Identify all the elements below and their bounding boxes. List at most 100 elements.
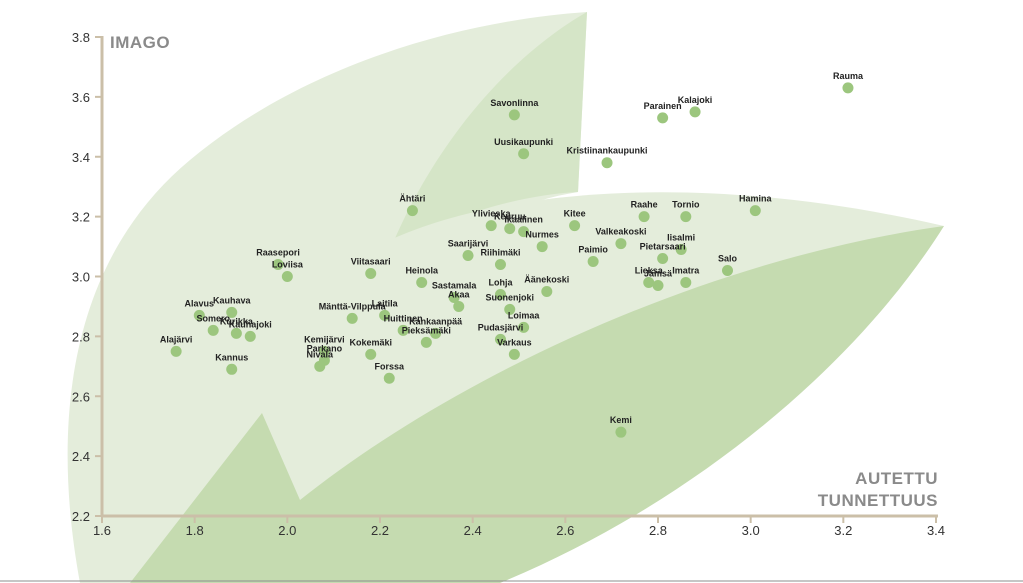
data-point-label: Tornio xyxy=(672,200,700,210)
y-tick-label: 3.8 xyxy=(72,30,90,45)
data-point-label: Kemijärvi xyxy=(304,334,345,344)
data-point xyxy=(462,250,474,262)
data-point-label: Lohja xyxy=(488,277,513,287)
data-point-label: Akaa xyxy=(448,289,471,299)
y-tick-label: 3.4 xyxy=(72,150,90,165)
data-point-label: Forssa xyxy=(375,361,406,371)
data-point-label: Varkaus xyxy=(497,337,532,347)
data-point xyxy=(485,220,497,232)
data-point-label: Kurikka xyxy=(220,316,254,326)
x-axis-ticks: 1.6 1.8 2.0 2.2 2.4 2.6 2.8 3.0 3.2 3.4 xyxy=(93,516,945,538)
data-point-label: Sastamala xyxy=(432,280,478,290)
data-point-label: Ähtäri xyxy=(399,194,425,204)
data-point-label: Imatra xyxy=(672,265,700,275)
data-point xyxy=(448,291,460,303)
data-point xyxy=(281,271,293,282)
x-tick-label: 3.4 xyxy=(927,523,945,538)
y-tick-label: 3.0 xyxy=(72,270,90,285)
data-point-label: Mänttä-Vilppula xyxy=(319,301,387,311)
data-point-label: Kokemäki xyxy=(349,337,392,347)
data-point-label: Hamina xyxy=(739,194,773,204)
data-point-label: Äänekoski xyxy=(524,274,569,284)
data-point-label: Saarijärvi xyxy=(448,239,489,249)
data-point xyxy=(170,345,182,357)
data-point xyxy=(420,336,432,348)
data-point-label: Viitasaari xyxy=(351,257,391,267)
data-point xyxy=(226,306,238,318)
data-point-label: Suonenjoki xyxy=(485,292,534,302)
data-point xyxy=(541,285,553,297)
data-point-label: Keuruu xyxy=(494,212,526,222)
data-point-label: Somero xyxy=(196,313,230,323)
data-point-label: Ikaalinen xyxy=(504,215,543,225)
data-point xyxy=(587,256,599,268)
data-point-label: Kauhajoki xyxy=(229,319,272,329)
y-axis-title: IMAGO xyxy=(110,33,170,52)
data-point-label: Kannus xyxy=(215,352,248,362)
x-tick-label: 1.6 xyxy=(93,523,111,538)
data-point-label: Salo xyxy=(718,254,738,264)
data-point xyxy=(430,327,442,339)
data-point xyxy=(504,303,516,315)
x-axis-title-line-1: AUTETTU xyxy=(855,469,938,488)
data-point xyxy=(230,327,242,339)
data-point-label: Kristiinankaupunki xyxy=(567,146,648,156)
data-point xyxy=(397,324,409,336)
data-point xyxy=(504,223,516,235)
data-point xyxy=(508,348,520,360)
data-point xyxy=(193,309,205,321)
data-point xyxy=(652,279,664,291)
data-point xyxy=(226,363,238,375)
data-point-label: Loimaa xyxy=(508,310,541,320)
data-point-label: Lieksa xyxy=(635,265,664,275)
data-point xyxy=(365,348,377,360)
data-point-label: Ylivieska xyxy=(472,209,512,219)
data-point xyxy=(722,265,733,277)
y-tick-label: 2.8 xyxy=(72,329,90,344)
data-point xyxy=(314,360,326,372)
data-point xyxy=(365,268,377,280)
data-point xyxy=(406,205,418,217)
data-point-label: Jämsä xyxy=(644,268,673,278)
data-point-label: Pudasjärvi xyxy=(478,322,524,332)
data-point-label: Alavus xyxy=(185,298,215,308)
data-point-label: Paimio xyxy=(578,245,608,255)
data-point-label: Nurmes xyxy=(525,230,559,240)
data-point-label: Kitee xyxy=(564,209,586,219)
data-point-label: Pietarsaari xyxy=(640,242,686,252)
x-tick-label: 2.0 xyxy=(278,523,296,538)
data-point-label: Parainen xyxy=(644,101,682,111)
data-point-label: Nivala xyxy=(307,349,335,359)
y-tick-label: 3.2 xyxy=(72,210,90,225)
data-point-label: Iisalmi xyxy=(667,233,695,243)
data-point xyxy=(615,238,627,250)
x-tick-label: 2.2 xyxy=(371,523,389,538)
data-point-label: Savonlinna xyxy=(490,98,539,108)
x-tick-label: 2.6 xyxy=(556,523,574,538)
x-tick-label: 3.2 xyxy=(834,523,852,538)
y-tick-label: 2.2 xyxy=(72,509,90,524)
data-point xyxy=(508,109,520,121)
data-point xyxy=(680,211,692,223)
data-point xyxy=(680,276,692,288)
data-point xyxy=(379,309,391,321)
data-point-label: Riihimäki xyxy=(480,248,520,258)
data-point xyxy=(244,330,256,342)
x-tick-label: 1.8 xyxy=(186,523,204,538)
data-point-label: Kauhava xyxy=(213,295,252,305)
data-point xyxy=(689,106,701,118)
data-point xyxy=(569,220,581,232)
data-point-label: Kankaanpää xyxy=(409,316,463,326)
data-point-label: Raahe xyxy=(631,200,658,210)
data-point xyxy=(536,241,548,253)
data-point xyxy=(518,321,530,333)
data-point xyxy=(494,259,506,271)
data-point xyxy=(383,372,395,384)
data-point xyxy=(518,226,530,238)
data-point-label: Heinola xyxy=(405,265,439,275)
y-tick-label: 3.6 xyxy=(72,90,90,105)
x-axis-title-line-2: TUNNETTUUS xyxy=(818,491,938,510)
data-point xyxy=(657,253,669,265)
